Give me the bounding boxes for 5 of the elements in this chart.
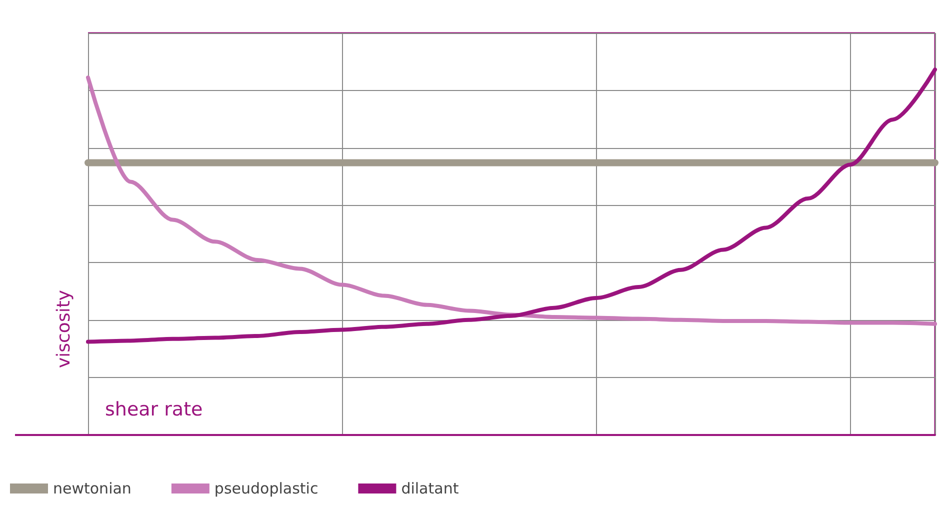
legend-label: newtonian — [53, 480, 132, 498]
legend-label: pseudoplastic — [214, 480, 318, 498]
x-axis-title: shear rate — [105, 398, 203, 420]
legend-label: dilatant — [401, 480, 459, 498]
y-axis-title: viscosity — [54, 290, 74, 368]
